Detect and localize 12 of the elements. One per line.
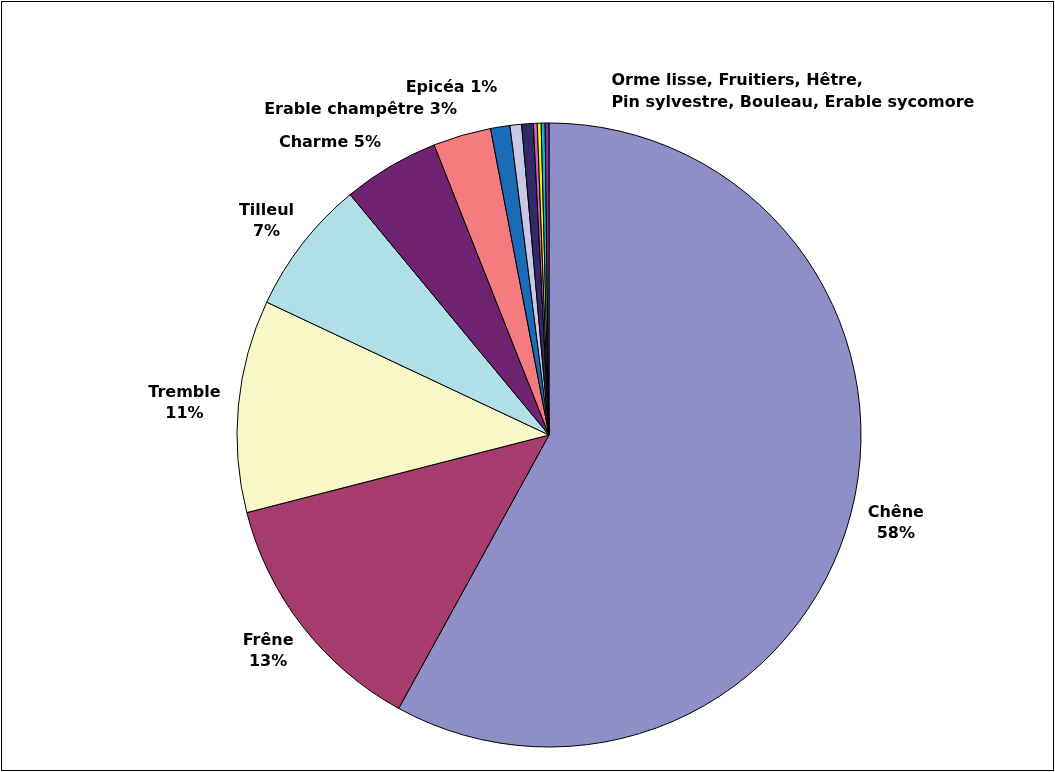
slice-label: Frêne bbox=[242, 630, 294, 650]
data-label: 7% bbox=[252, 220, 281, 240]
slice-label: Tremble bbox=[148, 381, 221, 401]
data-label: 58% bbox=[876, 523, 916, 543]
slice-label: Epicéa 1% bbox=[405, 77, 498, 97]
text: Orme lisse, Fruitiers, Hêtre, Pin sylvestre, Bouleau, Erable sycomore bbox=[611, 69, 975, 111]
slice-label: Charme 5% bbox=[278, 132, 382, 152]
slice-label: Tilleul bbox=[238, 199, 295, 219]
data-label: 13% bbox=[248, 651, 288, 671]
data-label: 11% bbox=[165, 402, 204, 422]
slice-label: Erable champêtre 3% bbox=[264, 98, 457, 118]
slice-label: Chêne bbox=[867, 502, 925, 522]
